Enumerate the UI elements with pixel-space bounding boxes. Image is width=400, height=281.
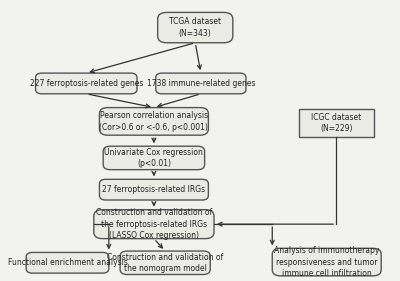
- FancyBboxPatch shape: [298, 109, 374, 137]
- Text: Analysis of immunotherapy
responsiveness and tumor
immune cell infiltration: Analysis of immunotherapy responsiveness…: [274, 246, 380, 278]
- Text: 27 ferroptosis-related IRGs: 27 ferroptosis-related IRGs: [102, 185, 206, 194]
- FancyBboxPatch shape: [103, 146, 205, 170]
- FancyBboxPatch shape: [156, 73, 246, 94]
- Text: Construction and validation of
the nomogram model: Construction and validation of the nomog…: [107, 253, 223, 273]
- FancyBboxPatch shape: [36, 73, 137, 94]
- Text: ICGC dataset
(N=229): ICGC dataset (N=229): [311, 112, 361, 133]
- FancyBboxPatch shape: [272, 248, 381, 276]
- Text: TCGA dataset
(N=343): TCGA dataset (N=343): [169, 17, 221, 38]
- Text: Pearson correlation analysis
(Cor>0.6 or <-0.6, p<0.001): Pearson correlation analysis (Cor>0.6 or…: [100, 111, 208, 132]
- FancyBboxPatch shape: [26, 252, 109, 273]
- Text: 227 ferroptosis-related genes: 227 ferroptosis-related genes: [30, 79, 143, 88]
- FancyBboxPatch shape: [100, 108, 208, 135]
- Text: Construction and validation of
the ferroptosis-related IRGs
(LASSO Cox regressio: Construction and validation of the ferro…: [96, 208, 212, 240]
- FancyBboxPatch shape: [100, 179, 208, 200]
- FancyBboxPatch shape: [94, 210, 214, 239]
- Text: Functional enrichment analysis: Functional enrichment analysis: [8, 258, 128, 267]
- FancyBboxPatch shape: [120, 251, 210, 275]
- Text: 1738 immune-related genes: 1738 immune-related genes: [147, 79, 255, 88]
- Text: Univariate Cox regression
(p<0.01): Univariate Cox regression (p<0.01): [104, 148, 203, 168]
- FancyBboxPatch shape: [158, 12, 233, 43]
